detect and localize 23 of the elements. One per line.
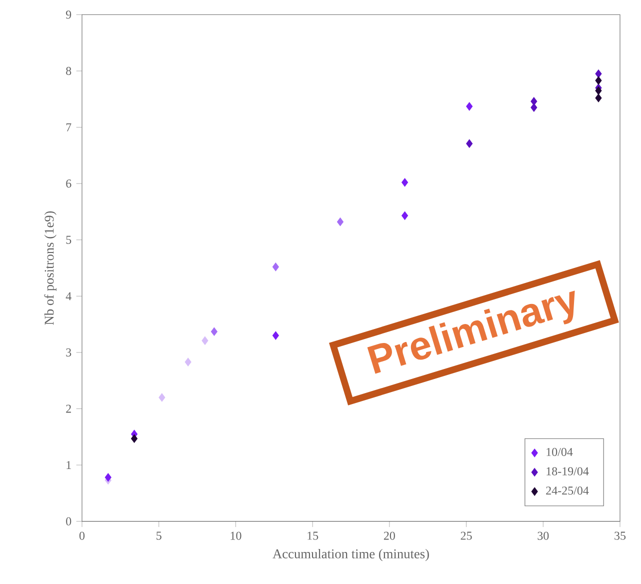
y-tick-label: 3 <box>66 348 72 356</box>
y-tick-label: 0 <box>66 517 72 526</box>
x-tick-label: 20 <box>384 532 395 540</box>
y-tick-label: 7 <box>66 123 72 132</box>
legend-label: 10/04 <box>546 448 573 456</box>
x-tick-label: 35 <box>614 532 626 540</box>
y-tick-label: 4 <box>66 292 72 300</box>
y-tick-label: 2 <box>66 404 71 413</box>
x-tick-label: 30 <box>538 532 549 540</box>
x-axis-title: Accumulation time (minutes) <box>272 548 429 561</box>
x-tick-label: 15 <box>308 532 318 540</box>
y-tick-label: 5 <box>66 236 72 244</box>
y-tick-label: 6 <box>66 179 72 188</box>
x-tick-label: 25 <box>460 532 472 540</box>
y-axis-title: Nb of positrons (1e9) <box>44 211 56 325</box>
y-tick-label: 8 <box>66 66 72 75</box>
y-tick-label: 9 <box>66 10 72 19</box>
x-tick-label: 10 <box>230 532 242 540</box>
x-tick-label: 5 <box>156 532 162 540</box>
legend-label: 24-25/04 <box>546 486 589 494</box>
legend-label: 18-19/04 <box>546 467 589 476</box>
x-tick-label: 0 <box>79 532 85 540</box>
y-tick-label: 1 <box>66 460 71 469</box>
